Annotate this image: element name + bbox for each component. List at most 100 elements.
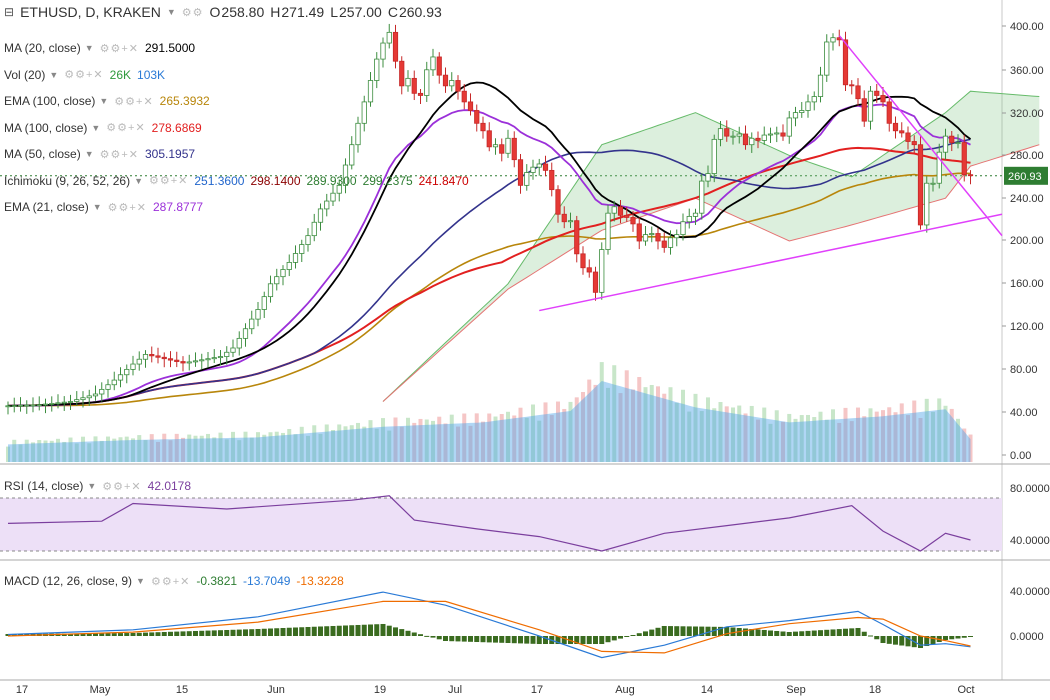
candle-body bbox=[105, 384, 111, 390]
volume-bar bbox=[74, 443, 79, 462]
candle-body bbox=[517, 159, 524, 186]
volume-bar bbox=[437, 416, 442, 462]
volume-bar bbox=[793, 418, 798, 462]
macd-histogram-bar bbox=[899, 636, 905, 646]
candle-body bbox=[930, 182, 936, 185]
indicator-name[interactable]: EMA (21, close) bbox=[4, 200, 89, 214]
volume-bar bbox=[668, 387, 673, 462]
macd-histogram-bar bbox=[630, 634, 636, 636]
chevron-down-icon[interactable]: ▼ bbox=[134, 175, 143, 186]
volume-bar bbox=[699, 411, 704, 462]
last-price-tag bbox=[1004, 166, 1048, 185]
indicator-value: 251.3600 bbox=[194, 173, 245, 188]
y-tick-label: 200.00 bbox=[1010, 235, 1044, 247]
macd-histogram-bar bbox=[193, 630, 198, 636]
chevron-down-icon[interactable]: ▼ bbox=[87, 481, 97, 491]
candle-body bbox=[442, 74, 449, 87]
macd-histogram-bar bbox=[243, 629, 248, 636]
candle-body bbox=[874, 90, 880, 96]
volume-bar bbox=[262, 434, 267, 462]
candle-body bbox=[361, 101, 367, 124]
indicator-controls-icon[interactable]: ⚙⚙+✕ bbox=[107, 201, 147, 214]
candle-body bbox=[286, 261, 292, 270]
macd-histogram-bar bbox=[368, 624, 373, 636]
rsi-layer bbox=[7, 495, 971, 552]
indicator-controls-icon[interactable]: ⚙⚙+✕ bbox=[106, 122, 146, 134]
macd-histogram-bar bbox=[918, 636, 923, 649]
y-tick-label: 320.00 bbox=[1010, 108, 1044, 120]
indicator-controls-icon[interactable]: ⚙⚙+✕ bbox=[102, 480, 142, 493]
ma20-line bbox=[7, 81, 972, 407]
chevron-down-icon[interactable]: ▼ bbox=[99, 96, 109, 106]
candle-body bbox=[899, 130, 905, 134]
indicator-controls-icon[interactable]: ⚙⚙+✕ bbox=[99, 42, 139, 55]
rsi-value: 42.0178 bbox=[147, 479, 192, 493]
volume-bar bbox=[624, 370, 629, 462]
volume-bar bbox=[374, 428, 379, 462]
candle-body bbox=[161, 356, 167, 360]
candle-body bbox=[567, 220, 574, 223]
volume-bar bbox=[781, 421, 785, 462]
candle-body bbox=[99, 388, 105, 395]
macd-histogram-bar bbox=[711, 626, 717, 636]
candle-body bbox=[349, 144, 355, 166]
chevron-down-icon[interactable]: ▼ bbox=[84, 43, 94, 53]
chevron-down-icon[interactable]: ▼ bbox=[92, 202, 102, 212]
volume-bar bbox=[356, 422, 360, 462]
candle-body bbox=[55, 402, 61, 405]
volume-bar bbox=[337, 424, 342, 462]
volume-bar bbox=[568, 401, 573, 462]
macd-histogram-bar bbox=[199, 630, 205, 636]
indicator-controls-icon[interactable]: ⚙⚙+✕ bbox=[64, 69, 104, 81]
volume-bar bbox=[612, 365, 617, 462]
symbol-name[interactable]: ETHUSD, D, KRAKEN bbox=[20, 4, 161, 20]
close-value: 260.93 bbox=[398, 4, 442, 20]
indicator-name[interactable]: Ichimoku (9, 26, 52, 26) bbox=[4, 173, 131, 188]
indicator-controls-icon[interactable]: ⚙⚙+✕ bbox=[99, 148, 139, 161]
chevron-down-icon[interactable]: ▼ bbox=[136, 576, 145, 586]
macd-histogram-bar bbox=[868, 635, 873, 637]
candle-body bbox=[749, 137, 755, 146]
indicator-name[interactable]: MA (20, close) bbox=[4, 41, 81, 55]
candle-body bbox=[230, 347, 236, 353]
macd-histogram-bar bbox=[443, 636, 448, 642]
macd-histogram-bar bbox=[830, 629, 836, 636]
chevron-down-icon[interactable]: ▼ bbox=[84, 149, 94, 159]
volume-bar bbox=[37, 440, 42, 462]
indicator-value: 26K bbox=[109, 67, 132, 82]
indicator-name[interactable]: MA (50, close) bbox=[4, 147, 81, 161]
indicator-name[interactable]: Vol (20) bbox=[4, 67, 46, 82]
chevron-down-icon[interactable]: ▼ bbox=[91, 122, 101, 133]
indicator-legend: MA (100, close) ▼ ⚙⚙+✕ 278.6869 bbox=[0, 119, 208, 137]
collapse-icon[interactable]: ⊟ bbox=[4, 5, 15, 19]
chevron-down-icon[interactable]: ▼ bbox=[49, 69, 59, 80]
macd-histogram-bar bbox=[780, 631, 786, 636]
x-tick-label: 17 bbox=[16, 684, 28, 696]
candle-body bbox=[149, 354, 155, 357]
volume-bar bbox=[212, 437, 217, 462]
candle-body bbox=[886, 101, 892, 124]
volume-bar bbox=[724, 406, 729, 462]
indicator-name[interactable]: EMA (100, close) bbox=[4, 94, 96, 108]
volume-bar bbox=[943, 405, 948, 462]
candle-body bbox=[617, 206, 624, 216]
macd-name[interactable]: MACD (12, 26, close, 9) bbox=[4, 574, 133, 588]
indicator-controls-icon[interactable]: ⚙⚙+✕ bbox=[149, 175, 189, 187]
candle-body bbox=[486, 130, 492, 148]
x-tick-label: Jul bbox=[448, 684, 462, 696]
volume-bar bbox=[399, 426, 404, 462]
volume-bar bbox=[656, 386, 660, 462]
rsi-name[interactable]: RSI (14, close) bbox=[4, 479, 84, 493]
indicator-name[interactable]: MA (100, close) bbox=[4, 120, 88, 135]
indicator-value: 291.5000 bbox=[145, 41, 196, 55]
x-tick-label: 17 bbox=[531, 684, 543, 696]
indicator-controls-icon[interactable]: ⚙⚙+✕ bbox=[150, 575, 191, 588]
chevron-down-icon[interactable]: ▼ bbox=[166, 7, 176, 17]
candle-body bbox=[61, 401, 67, 404]
indicator-legend: MA (20, close) ▼ ⚙⚙+✕ 291.5000 bbox=[0, 39, 201, 57]
volume-bar bbox=[62, 441, 67, 462]
header-controls-icon[interactable]: ⚙⚙ bbox=[181, 6, 204, 19]
indicator-value: 287.8777 bbox=[153, 200, 204, 214]
indicator-controls-icon[interactable]: ⚙⚙+✕ bbox=[114, 95, 154, 108]
